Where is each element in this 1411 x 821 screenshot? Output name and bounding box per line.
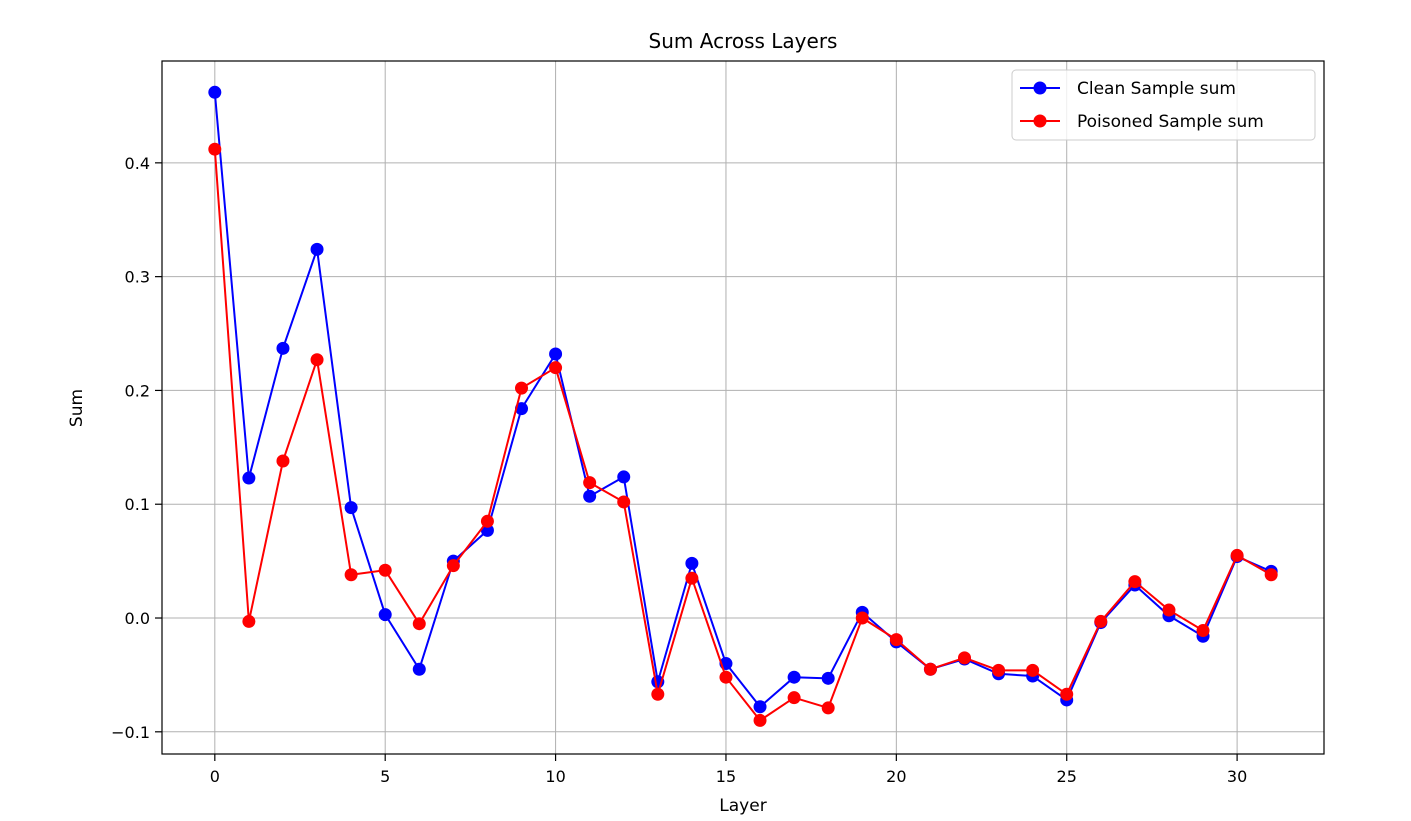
data-point bbox=[242, 471, 256, 485]
data-point bbox=[515, 402, 529, 416]
grid bbox=[162, 61, 1324, 754]
data-point bbox=[276, 454, 290, 468]
data-point bbox=[412, 662, 426, 676]
data-point bbox=[378, 563, 392, 577]
legend-label: Clean Sample sum bbox=[1077, 79, 1236, 99]
legend-marker bbox=[1033, 114, 1047, 128]
x-tick-label: 5 bbox=[380, 767, 390, 786]
series-line bbox=[213, 149, 1272, 722]
data-point bbox=[855, 611, 869, 625]
y-axis-label: Sum bbox=[67, 389, 87, 427]
data-point bbox=[515, 381, 529, 395]
legend: Clean Sample sum Poisoned Sample sum bbox=[1011, 69, 1316, 141]
data-point bbox=[276, 341, 290, 355]
series-poisoned bbox=[208, 142, 1278, 727]
x-tick-label: 20 bbox=[886, 767, 906, 786]
data-point bbox=[787, 691, 801, 705]
data-point bbox=[821, 671, 835, 685]
data-point bbox=[480, 514, 494, 528]
data-point bbox=[412, 617, 426, 631]
data-point bbox=[617, 470, 631, 484]
x-tick-label: 10 bbox=[545, 767, 565, 786]
series-clean bbox=[208, 85, 1278, 714]
data-point bbox=[787, 670, 801, 684]
y-tick-label: 0.4 bbox=[125, 154, 150, 173]
y-tick-label: 0.0 bbox=[125, 609, 150, 628]
y-tick-label: 0.1 bbox=[125, 495, 150, 514]
data-point bbox=[1264, 568, 1278, 582]
data-point bbox=[685, 571, 699, 585]
data-point bbox=[208, 142, 222, 156]
data-point bbox=[923, 662, 937, 676]
data-point bbox=[719, 670, 733, 684]
series-layer bbox=[208, 85, 1278, 727]
data-point bbox=[583, 476, 597, 490]
data-point bbox=[242, 614, 256, 628]
legend-label: Poisoned Sample sum bbox=[1077, 112, 1264, 132]
data-point bbox=[208, 85, 222, 99]
data-point bbox=[378, 608, 392, 622]
chart-title: Sum Across Layers bbox=[649, 29, 838, 53]
data-point bbox=[310, 242, 324, 256]
data-point bbox=[1026, 663, 1040, 677]
data-point bbox=[617, 495, 631, 509]
data-point bbox=[1162, 603, 1176, 617]
data-point bbox=[651, 687, 665, 701]
data-point bbox=[753, 700, 767, 714]
x-axis-label: Layer bbox=[719, 796, 766, 816]
x-tick-label: 0 bbox=[210, 767, 220, 786]
data-point bbox=[583, 489, 597, 503]
data-point bbox=[1196, 624, 1210, 638]
data-point bbox=[344, 501, 358, 515]
data-point bbox=[344, 568, 358, 582]
data-point bbox=[753, 713, 767, 727]
y-tick-label: 0.2 bbox=[125, 381, 150, 400]
data-point bbox=[310, 353, 324, 367]
y-tick-label: −0.1 bbox=[111, 723, 150, 742]
legend-marker bbox=[1033, 81, 1047, 95]
legend-frame bbox=[1011, 69, 1316, 141]
y-axis: −0.1 0.0 0.1 0.2 0.3 0.4 bbox=[111, 154, 162, 742]
data-point bbox=[889, 633, 903, 647]
x-tick-label: 25 bbox=[1057, 767, 1077, 786]
x-tick-label: 30 bbox=[1227, 767, 1247, 786]
plot-frame bbox=[161, 60, 1325, 755]
data-point bbox=[446, 559, 460, 573]
data-point bbox=[549, 361, 563, 375]
x-tick-label: 15 bbox=[716, 767, 736, 786]
data-point bbox=[549, 347, 563, 361]
x-axis: 0 5 10 15 20 25 30 bbox=[210, 754, 1247, 786]
series-line bbox=[213, 92, 1272, 708]
data-point bbox=[1230, 548, 1244, 562]
data-point bbox=[1060, 687, 1074, 701]
data-point bbox=[957, 651, 971, 665]
data-point bbox=[1128, 575, 1142, 589]
data-point bbox=[1094, 614, 1108, 628]
data-point bbox=[685, 556, 699, 570]
data-point bbox=[992, 663, 1006, 677]
data-point bbox=[821, 701, 835, 715]
y-tick-label: 0.3 bbox=[125, 268, 150, 287]
